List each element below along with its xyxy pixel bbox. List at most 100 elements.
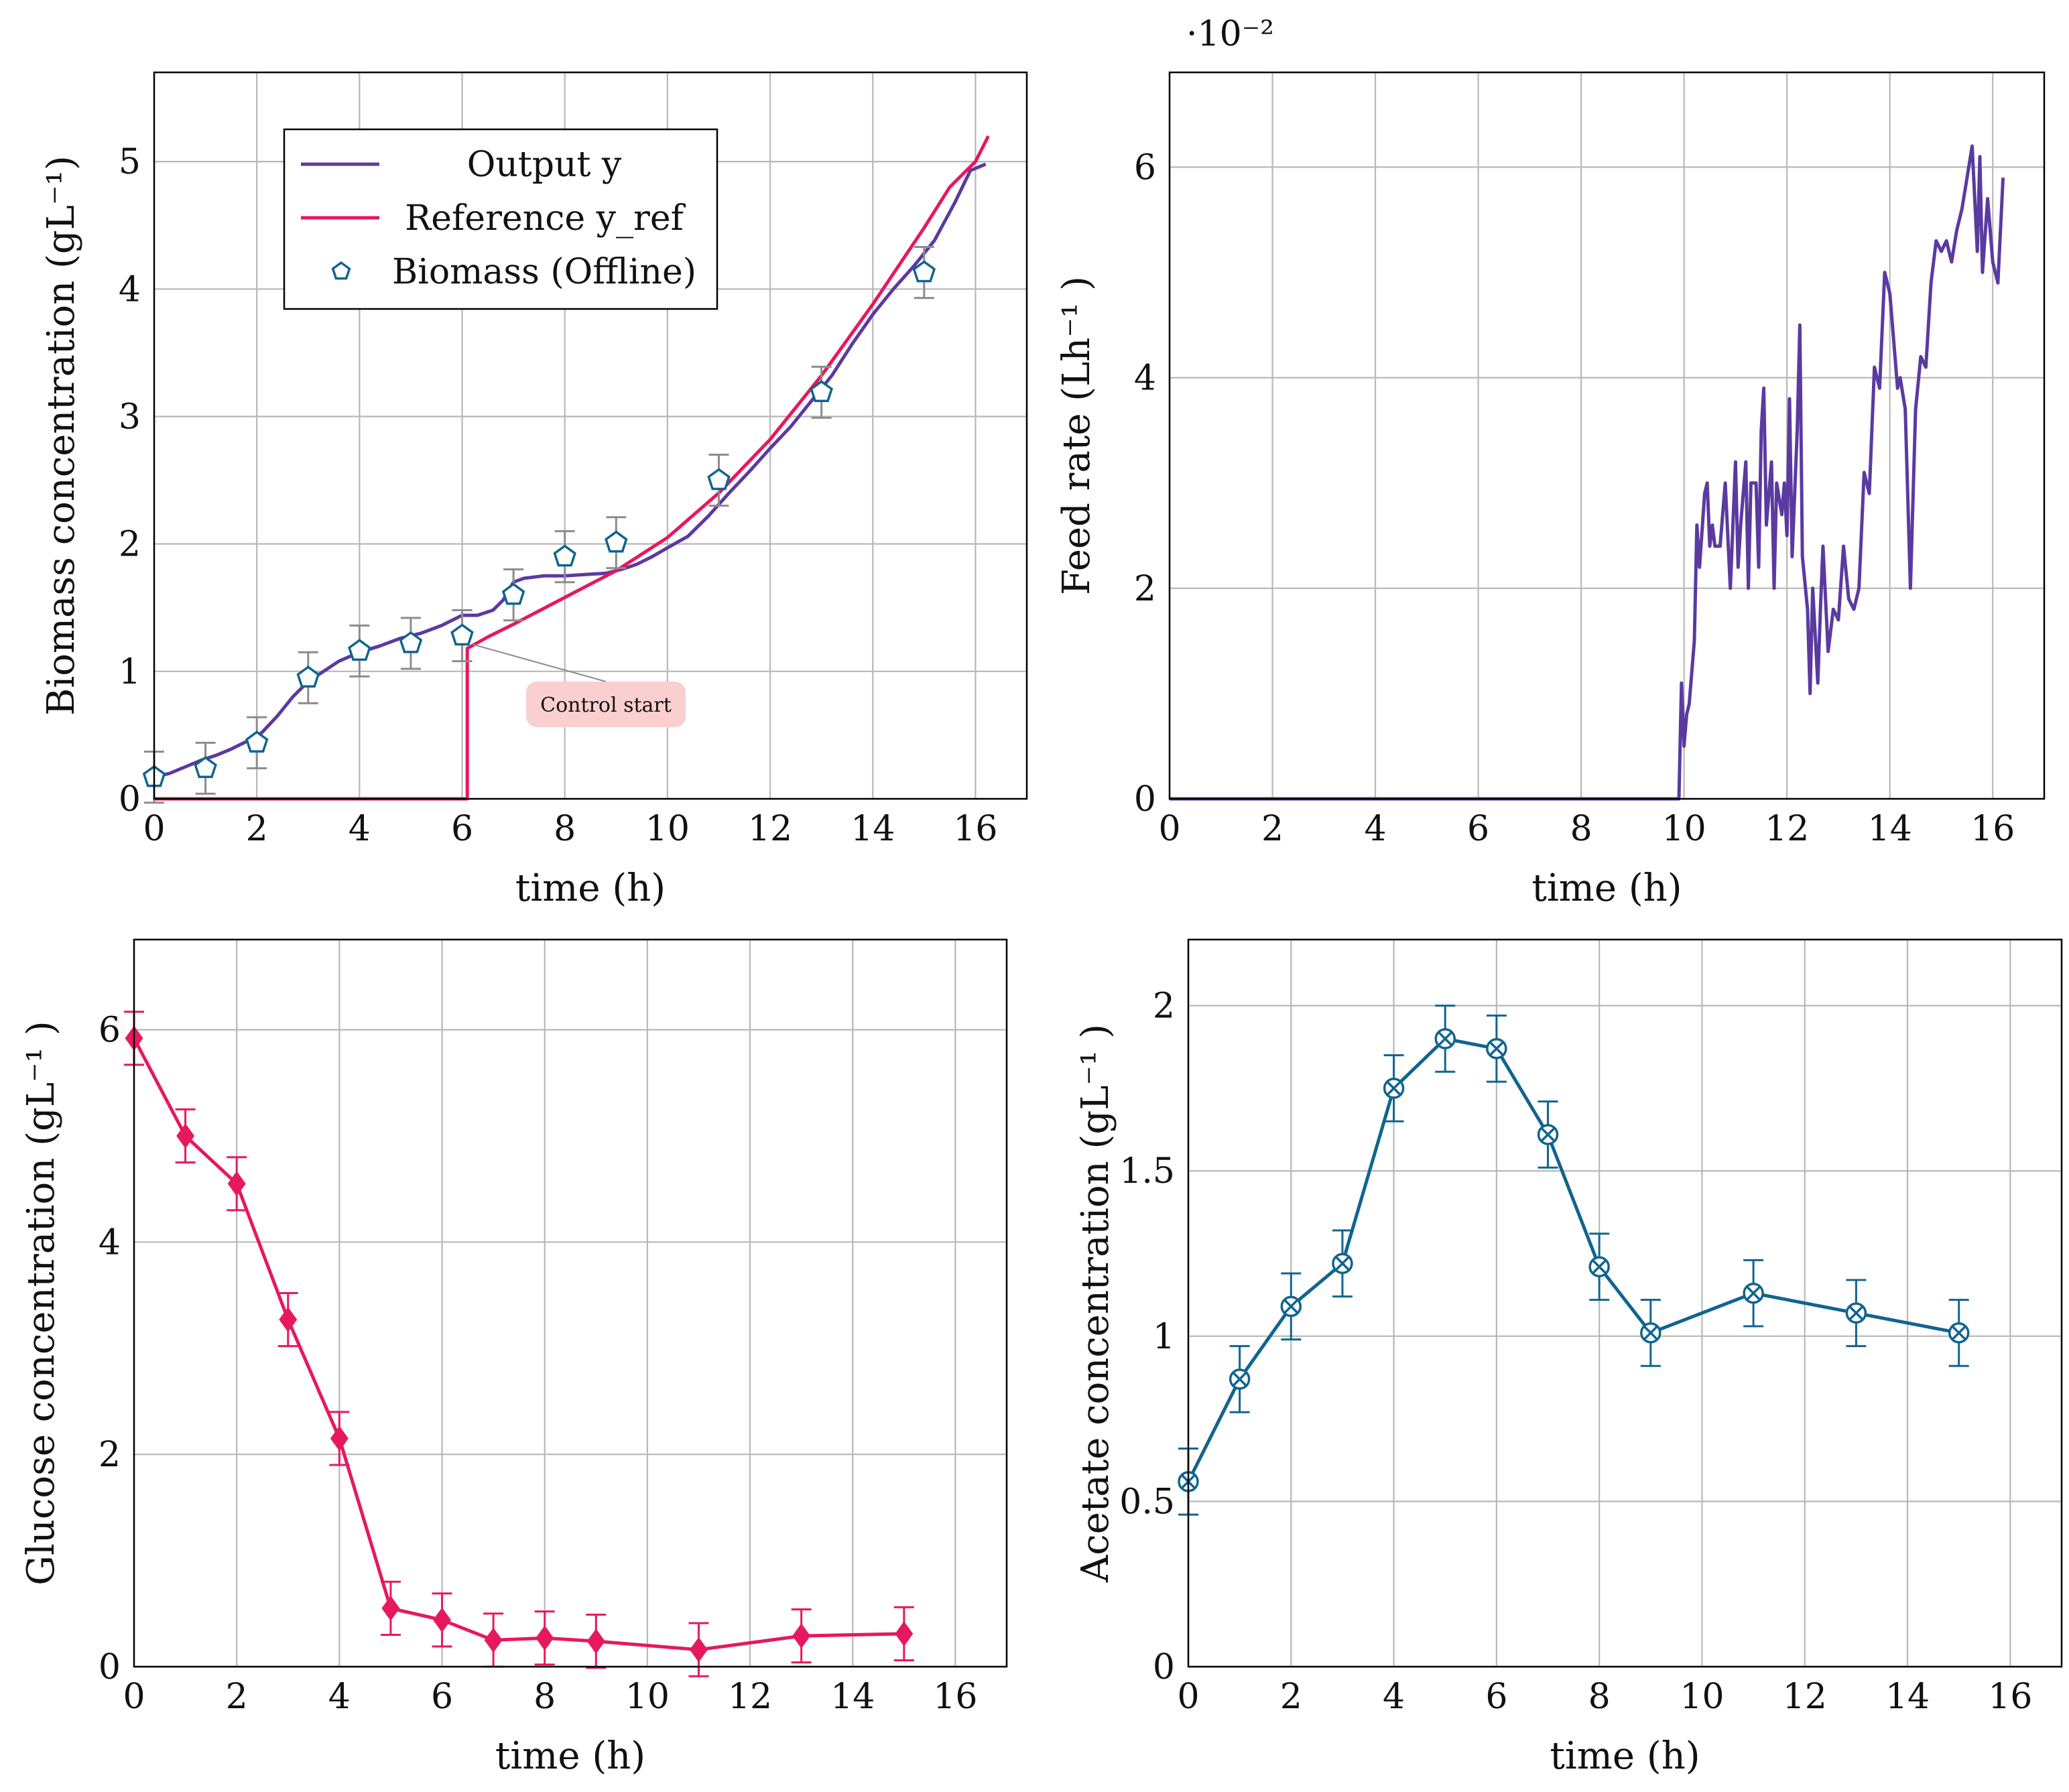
x-tick-label: 10 <box>645 809 690 849</box>
data-point-pentagon <box>245 730 269 753</box>
grid <box>133 940 1007 1668</box>
y-tick-label: 0 <box>1153 1647 1175 1687</box>
y-tick-label: 1.5 <box>1119 1151 1175 1192</box>
y-axis-label: Feed rate (Lh⁻¹ ) <box>1055 276 1099 595</box>
x-tick-label: 16 <box>933 1677 977 1717</box>
data-point-otimes <box>1948 1322 1970 1344</box>
y-tick-label: 0 <box>119 779 141 820</box>
x-tick-label: 6 <box>1467 809 1489 849</box>
series-biomass-offline- <box>142 246 936 804</box>
x-axis-label: time (h) <box>495 1734 645 1778</box>
x-tick-label: 6 <box>1485 1677 1507 1717</box>
x-tick-label: 2 <box>246 809 268 849</box>
y-tick-label: 6 <box>99 1011 121 1051</box>
x-tick-label: 8 <box>1588 1677 1611 1717</box>
plot-frame <box>1187 938 2063 1668</box>
legend-label: Reference y_ref <box>405 198 686 239</box>
x-tick-label: 12 <box>1783 1677 1827 1717</box>
x-tick-label: 14 <box>1885 1677 1930 1717</box>
x-tick-label: 10 <box>1680 1677 1724 1717</box>
x-tick-label: 0 <box>1158 809 1180 849</box>
series-output-y <box>154 162 987 779</box>
data-point-diamond <box>279 1307 298 1332</box>
y-tick-label: 2 <box>1134 569 1156 609</box>
series-line <box>154 162 987 779</box>
data-point-diamond <box>895 1621 914 1647</box>
y-axis-scale-label: ·10⁻² <box>1186 14 1274 54</box>
x-tick-label: 4 <box>328 1677 351 1717</box>
x-tick-label: 8 <box>554 809 576 849</box>
data-point-otimes <box>1229 1368 1251 1390</box>
y-tick-label: 2 <box>119 525 141 565</box>
annotation-box <box>526 682 686 727</box>
annotation-label: Control start <box>540 694 672 717</box>
data-point-otimes <box>1537 1124 1559 1145</box>
x-tick-label: 4 <box>1365 809 1387 849</box>
glucose-chart: 0 2 4 6 8 10 12 14 16 0 2 4 6 time (h) Glucose concent… <box>19 938 1008 1778</box>
data-point-otimes <box>1434 1028 1456 1049</box>
data-point-otimes <box>1588 1256 1610 1277</box>
data-point-pentagon <box>450 623 474 646</box>
x-tick-label: 16 <box>953 809 997 849</box>
data-point-otimes <box>1332 1253 1353 1275</box>
data-point-diamond <box>381 1596 400 1621</box>
series-line <box>1170 144 2005 801</box>
x-tick-label: 16 <box>1970 809 2015 849</box>
x-tick-label: 6 <box>451 809 473 849</box>
data-point-pentagon <box>605 530 628 553</box>
x-tick-label: 8 <box>1570 809 1592 849</box>
x-tick-label: 10 <box>1662 809 1706 849</box>
series-line <box>1188 1037 1960 1482</box>
legend-label: Biomass (Offline) <box>392 252 696 292</box>
y-tick-label: 1 <box>119 652 141 692</box>
data-point-otimes <box>1486 1038 1507 1060</box>
series-line <box>134 1037 904 1652</box>
data-point-diamond <box>689 1637 708 1663</box>
data-point-diamond <box>586 1628 605 1654</box>
data-point-pentagon <box>194 756 217 779</box>
data-point-pentagon <box>553 544 576 567</box>
x-tick-label: 14 <box>1868 809 1912 849</box>
grid <box>1187 940 2062 1668</box>
data-point-pentagon <box>296 665 320 688</box>
x-tick-label: 0 <box>1177 1677 1199 1717</box>
data-point-otimes <box>1383 1078 1405 1099</box>
data-point-diamond <box>536 1625 554 1651</box>
feed-rate-chart: 0 2 4 6 8 10 12 14 16 0 2 4 6 time (h) Feed rate (Lh⁻¹… <box>1055 14 2046 910</box>
x-tick-label: 2 <box>1280 1677 1302 1717</box>
x-tick-label: 16 <box>1988 1677 2032 1717</box>
y-tick-label: 2 <box>1153 986 1175 1027</box>
y-tick-label: 1 <box>1153 1317 1175 1357</box>
x-tick-label: 0 <box>123 1677 145 1717</box>
x-tick-label: 6 <box>431 1677 453 1717</box>
y-tick-label: 4 <box>1134 359 1156 399</box>
data-point-diamond <box>227 1171 246 1197</box>
annotation-leader-line <box>472 643 607 682</box>
plot-frame <box>133 938 1008 1668</box>
x-tick-label: 14 <box>851 809 895 849</box>
x-tick-label: 14 <box>830 1677 875 1717</box>
y-axis-label: Glucose concentration (gL⁻¹ ) <box>19 1021 63 1585</box>
data-point-otimes <box>1280 1295 1302 1318</box>
x-tick-label: 4 <box>349 809 371 849</box>
data-point-pentagon <box>348 639 371 661</box>
y-axis-label: Biomass concentration (gL⁻¹) <box>40 155 83 716</box>
x-tick-label: 8 <box>534 1677 556 1717</box>
data-point-pentagon <box>707 468 731 491</box>
control-start-annotation: Control start <box>472 643 686 727</box>
data-point-pentagon <box>331 261 351 280</box>
x-tick-label: 4 <box>1383 1677 1405 1717</box>
data-point-otimes <box>1845 1302 1867 1324</box>
data-point-diamond <box>433 1607 452 1633</box>
y-axis-label: Acetate concentration (gL⁻¹ ) <box>1074 1024 1117 1583</box>
y-tick-label: 5 <box>119 142 141 182</box>
y-tick-label: 3 <box>119 397 141 437</box>
data-point-diamond <box>792 1623 811 1649</box>
x-axis-label: time (h) <box>515 867 666 910</box>
data-point-otimes <box>1640 1322 1662 1344</box>
data-point-pentagon <box>912 260 936 283</box>
data-point-otimes <box>1743 1282 1764 1304</box>
x-tick-label: 0 <box>143 809 165 849</box>
